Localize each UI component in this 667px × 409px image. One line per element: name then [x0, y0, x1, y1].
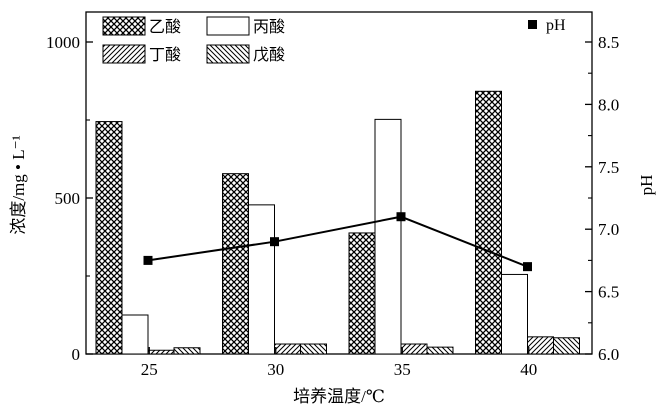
legend: 乙酸 丙酸 丁酸 戊酸 pH	[102, 16, 566, 64]
legend-label-butyric: 丁酸	[149, 46, 181, 64]
legend-label-propionic: 丙酸	[253, 18, 285, 36]
bar-acetic-35	[348, 232, 376, 355]
bar-acetic-30	[222, 173, 249, 355]
bar-valeric-25	[173, 347, 201, 355]
y2-tick-label-6.5: 6.5	[598, 283, 619, 302]
x-tick-label-35: 35	[394, 360, 411, 379]
bar-butyric-40	[527, 336, 554, 355]
bar-valeric-30	[300, 343, 327, 355]
plot-frame	[85, 11, 593, 355]
ph-point-25	[143, 255, 153, 265]
y2-tick-label-6.0: 6.0	[598, 345, 619, 364]
bar-propionic-40	[501, 273, 528, 355]
legend-label-ph: pH	[546, 17, 566, 34]
y2-axis-title: pH	[637, 175, 656, 196]
axes-layer: 0 500 1000 6.0 6.5 7.0 7.5 8.0 8.5 25 30 35 40	[46, 33, 619, 379]
y-axis-title: 浓度/mg • L⁻¹	[9, 135, 28, 234]
legend-swatch-propionic	[206, 16, 250, 36]
bar-valeric-40	[553, 337, 580, 355]
y-tick-label-500: 500	[55, 189, 81, 208]
ph-point-35	[396, 212, 406, 222]
y2-tick-label-8.0: 8.0	[598, 95, 619, 114]
x-tick-label-30: 30	[267, 360, 284, 379]
x-axis-title: 培养温度/℃	[293, 387, 385, 406]
legend-marker-ph	[528, 20, 537, 29]
bar-acetic-25	[95, 121, 123, 355]
bar-butyric-30	[274, 343, 301, 355]
y2-tick-label-7.5: 7.5	[598, 158, 619, 177]
y2-tick-label-7.0: 7.0	[598, 220, 619, 239]
bar-propionic-30	[248, 204, 275, 355]
ph-point-30	[270, 237, 279, 247]
bar-butyric-35	[400, 343, 428, 355]
bar-valeric-35	[426, 346, 454, 355]
legend-swatch-butyric	[102, 44, 146, 64]
ph-line-layer	[143, 212, 532, 272]
x-tick-label-25: 25	[141, 360, 158, 379]
y-tick-label-1000: 1000	[46, 33, 80, 52]
legend-label-valeric: 戊酸	[253, 46, 285, 64]
legend-swatch-valeric	[206, 44, 250, 64]
x-tick-label-40: 40	[520, 360, 537, 379]
bars-layer	[95, 90, 580, 355]
y-tick-label-0: 0	[72, 345, 81, 364]
y2-tick-label-8.5: 8.5	[598, 33, 619, 52]
bar-propionic-35	[374, 118, 402, 355]
ph-line	[147, 215, 528, 268]
bar-acetic-40	[475, 90, 502, 355]
bar-butyric-25	[147, 349, 175, 355]
legend-label-acetic: 乙酸	[149, 18, 181, 36]
legend-swatch-acetic	[102, 16, 146, 36]
ph-point-40	[523, 262, 532, 272]
bar-propionic-25	[121, 314, 149, 355]
